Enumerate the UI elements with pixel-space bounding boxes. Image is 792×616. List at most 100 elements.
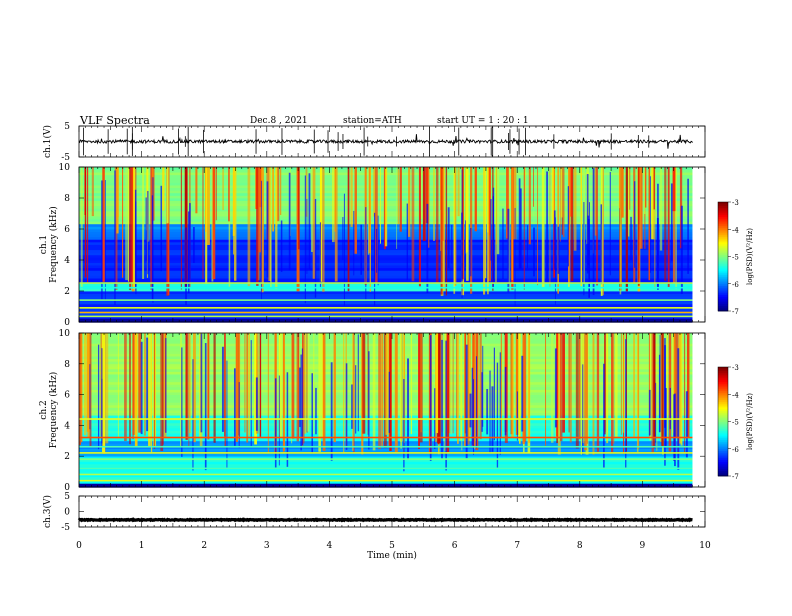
colorbar-segment	[718, 256, 728, 259]
colorbar-segment	[718, 408, 728, 411]
y-tick-label: -5	[61, 523, 70, 533]
sferic-streak	[272, 167, 275, 232]
sferic-streak	[297, 167, 300, 250]
colorbar-segment	[718, 403, 728, 406]
sferic-streak	[279, 333, 283, 438]
sferic-streak	[420, 333, 422, 433]
colorbar-segment	[718, 251, 728, 254]
y-tick-label: 0	[64, 318, 70, 328]
colorbar-segment	[718, 394, 728, 397]
colorbar-tick-label: -3	[732, 199, 739, 207]
sferic-streak	[87, 333, 90, 437]
spectrogram-band	[79, 453, 693, 457]
sferic-streak	[411, 167, 415, 282]
sferic-streak	[418, 333, 420, 450]
x-tick-label: 9	[640, 541, 646, 551]
sferic-streak	[189, 333, 191, 434]
dark-streak	[192, 359, 194, 471]
sferic-streak	[570, 167, 573, 217]
colorbar-segment	[718, 212, 728, 216]
sferic-streak	[222, 167, 224, 211]
dark-streak	[238, 382, 240, 449]
station-label: station=ATH	[343, 116, 402, 126]
sferic-streak	[559, 167, 561, 242]
sferic-streak	[347, 167, 350, 292]
sferic-streak	[193, 333, 196, 443]
y-tick-label: 6	[64, 225, 70, 235]
colorbar-segment	[718, 245, 728, 248]
colorbar-segment	[718, 292, 728, 296]
dark-streak	[376, 228, 378, 273]
dark-streak	[502, 208, 504, 279]
sferic-streak	[212, 167, 216, 280]
sferic-streak	[247, 167, 251, 287]
colorbar-segment	[718, 465, 728, 468]
x-axis-label: Time (min)	[367, 550, 417, 561]
sferic-streak	[116, 167, 119, 234]
colorbar-segment	[718, 419, 728, 422]
colorbar-segment	[718, 457, 728, 461]
sferic-streak	[523, 167, 525, 290]
sferic-streak	[602, 167, 604, 296]
colorbar-segment	[718, 416, 728, 419]
sferic-streak	[639, 167, 643, 249]
sferic-streak	[628, 167, 630, 237]
sferic-streak	[254, 333, 257, 445]
spectrogram-band	[79, 296, 693, 300]
sferic-streak	[557, 333, 561, 455]
transmitter-line	[79, 286, 693, 289]
colorbar-segment	[718, 281, 728, 285]
colorbar-segment	[718, 309, 728, 312]
sferic-streak	[422, 167, 426, 241]
sferic-streak	[633, 333, 635, 439]
dark-streak	[677, 348, 680, 470]
dark-streak	[308, 173, 311, 270]
sferic-streak	[322, 333, 326, 451]
colorbar-segment	[718, 285, 728, 288]
dark-streak	[114, 170, 116, 305]
sferic-streak	[453, 167, 456, 294]
sferic-streak	[381, 333, 383, 446]
colorbar-segment	[718, 474, 728, 477]
colorbar-segment	[718, 466, 728, 470]
sferic-streak	[533, 167, 534, 207]
spectrogram-band	[79, 291, 693, 294]
sferic-streak	[125, 167, 128, 281]
sferic-streak	[466, 167, 468, 253]
transmitter-line	[79, 282, 693, 284]
spectrogram-band	[79, 288, 693, 292]
waveform-trace	[77, 517, 693, 523]
ch1-spectrogram-image	[79, 167, 705, 323]
dark-streak	[471, 367, 474, 446]
dark-streak	[469, 393, 472, 428]
y-axis-label: ch.1	[39, 235, 49, 254]
dark-streak	[185, 227, 187, 305]
dark-streak	[482, 345, 484, 427]
sferic-streak	[134, 333, 138, 447]
sferic-streak	[306, 333, 308, 433]
colorbar-segment	[718, 414, 728, 417]
sferic-streak	[378, 333, 381, 450]
transmitter-line	[79, 458, 693, 460]
sferic-streak	[303, 333, 305, 444]
dark-streak	[648, 389, 651, 436]
sferic-streak	[307, 333, 310, 432]
sferic-streak	[644, 167, 647, 208]
sferic-streak	[138, 333, 142, 433]
y-axis-label: Frequency (kHz)	[48, 206, 59, 283]
spectrogram-band	[79, 293, 693, 297]
transmitter-line	[79, 418, 693, 420]
dark-streak	[658, 354, 661, 433]
sferic-streak	[117, 333, 119, 439]
colorbar-segment	[718, 374, 728, 377]
dark-streak	[353, 210, 355, 276]
dark-streak	[314, 198, 317, 298]
dark-streak	[685, 391, 688, 458]
sferic-streak	[160, 333, 164, 452]
spectrogram-band	[79, 316, 693, 320]
y-axis-label: ch.3(V)	[42, 495, 53, 528]
colorbar-segment	[718, 443, 728, 446]
sferic-streak	[259, 333, 262, 437]
sferic-streak	[354, 167, 357, 254]
dark-streak	[315, 387, 317, 435]
